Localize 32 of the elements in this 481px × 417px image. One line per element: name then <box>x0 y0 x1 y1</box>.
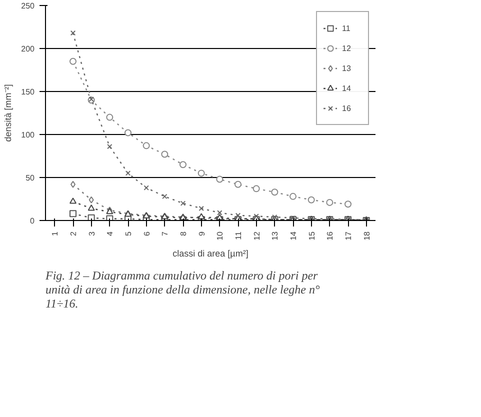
x-tick-label: 15 <box>307 230 316 240</box>
x-tick-label: 17 <box>344 230 353 240</box>
y-tick-label: 100 <box>21 130 36 140</box>
x-tick-label: 13 <box>270 230 280 240</box>
y-tick-label: 50 <box>26 174 36 182</box>
x-tick-label: 18 <box>362 230 372 240</box>
x-tick-label: 8 <box>179 230 188 236</box>
y-tick-label: 150 <box>21 88 36 96</box>
y-tick-label: 200 <box>21 44 36 54</box>
x-tick-label: 1 <box>50 230 60 236</box>
x-tick-label: 9 <box>197 230 206 236</box>
x-tick-label: 2 <box>69 230 78 236</box>
x-tick-label: 5 <box>124 230 133 236</box>
x-tick-label: 3 <box>87 230 96 236</box>
caption: Fig. 12 – Diagramma cumulativo del numero di pori per unità di area in funzione della dimensione, nelle leghe n° 11÷16. <box>44 268 320 310</box>
x-axis-title: classi di area [µm²] <box>172 248 248 258</box>
y-tick-label: 250 <box>21 2 36 10</box>
x-tick-label: 7 <box>160 230 170 236</box>
x-tick-label: 11 <box>234 230 243 240</box>
y-tick-label: 0 <box>30 216 36 226</box>
x-tick-label: 16 <box>326 230 335 240</box>
x-tick-label: 14 <box>289 230 298 240</box>
legend-label: 12 <box>342 44 352 52</box>
x-tick-label: 10 <box>216 230 225 240</box>
legend-label: 16 <box>342 104 352 112</box>
x-tick-label: 6 <box>142 230 152 236</box>
legend-label: 14 <box>342 84 352 92</box>
y-axis-title: densità [mm⁻²] <box>3 84 14 142</box>
legend-label: 13 <box>342 64 352 72</box>
x-tick-label: 4 <box>106 230 115 236</box>
legend-label: 11 <box>342 24 352 32</box>
x-tick-label: 12 <box>252 230 262 240</box>
